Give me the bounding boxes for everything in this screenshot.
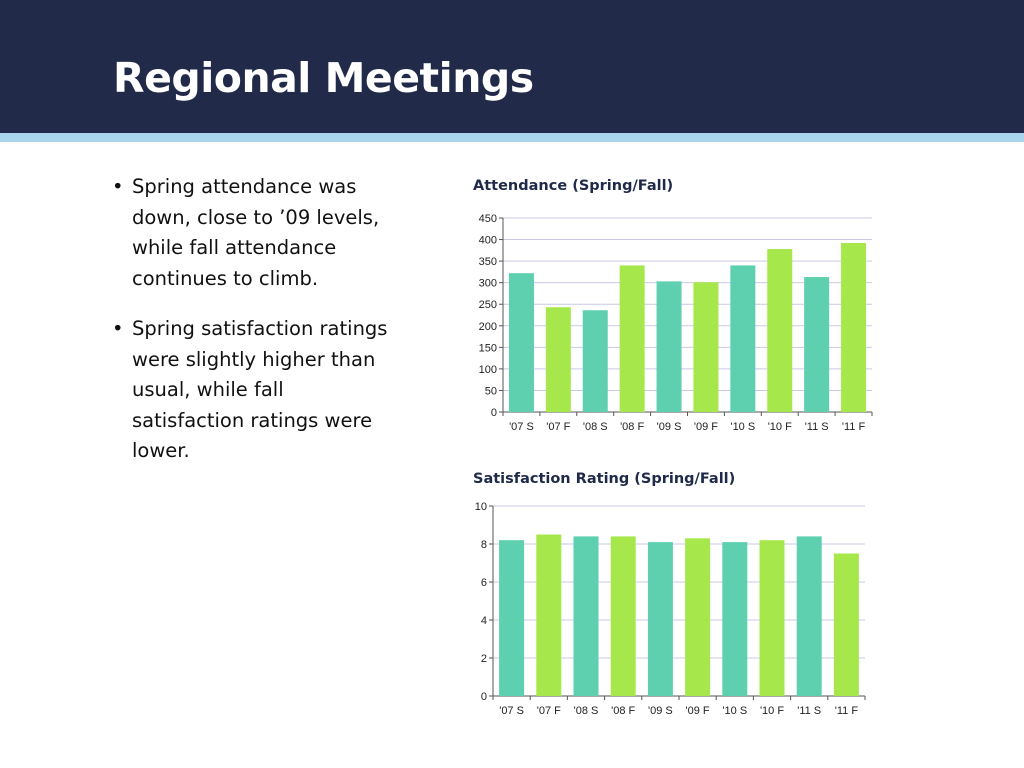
bar-0 — [499, 540, 525, 696]
x-tick-label: '11 F — [842, 421, 866, 433]
bar-9 — [841, 243, 867, 412]
y-tick-label: 50 — [485, 385, 497, 397]
bar-6 — [722, 542, 748, 696]
y-tick-label: 450 — [479, 213, 497, 225]
satisfaction-chart-title: Satisfaction Rating (Spring/Fall) — [473, 471, 736, 487]
x-tick-label: '10 F — [760, 705, 784, 717]
y-tick-label: 400 — [479, 235, 497, 247]
y-tick-label: 4 — [481, 615, 487, 627]
bar-4 — [647, 542, 673, 696]
x-tick-label: '07 F — [546, 421, 570, 433]
bar-5 — [685, 538, 711, 696]
attendance-chart-title: Attendance (Spring/Fall) — [473, 178, 674, 194]
y-tick-label: 2 — [481, 653, 487, 665]
bullet-item: • Spring satisfaction ratings were sligh… — [112, 314, 402, 467]
x-tick-label: '11 S — [797, 705, 821, 717]
slide-title: Regional Meetings — [113, 54, 534, 102]
bar-8 — [804, 277, 830, 412]
x-tick-label: '09 S — [648, 705, 673, 717]
x-tick-label: '08 F — [620, 421, 644, 433]
bar-9 — [833, 553, 859, 696]
x-tick-label: '10 S — [722, 705, 747, 717]
bar-3 — [619, 265, 645, 412]
bar-1 — [536, 534, 562, 696]
x-tick-label: '10 S — [730, 421, 755, 433]
satisfaction-chart: 0 2 4 6 8 10 '07 S '07 F '08 S '08 F '09 S '09 F '10… — [475, 501, 866, 717]
x-tick-label: '08 S — [574, 705, 599, 717]
y-tick-label: 6 — [481, 577, 487, 589]
header-stripe — [0, 133, 1024, 142]
y-tick-label: 250 — [479, 299, 497, 311]
bullet-glyph: • — [112, 317, 124, 340]
bar-0 — [508, 273, 534, 412]
bullet-list: • Spring attendance was down, close to ’… — [112, 172, 402, 487]
bar-2 — [582, 310, 608, 412]
bar-4 — [656, 281, 682, 412]
y-tick-label: 0 — [481, 691, 487, 703]
bullet-text: Spring satisfaction ratings were slightl… — [132, 317, 388, 462]
y-tick-label: 10 — [475, 501, 487, 513]
x-tick-label: '10 F — [768, 421, 792, 433]
y-tick-label: 100 — [479, 364, 497, 376]
x-tick-label: '07 F — [537, 705, 561, 717]
x-tick-label: '07 S — [499, 705, 524, 717]
y-tick-label: 150 — [479, 342, 497, 354]
bullet-text: Spring attendance was down, close to ’09… — [132, 175, 380, 290]
y-tick-label: 8 — [481, 539, 487, 551]
bar-1 — [545, 307, 571, 412]
bar-2 — [573, 536, 599, 696]
x-tick-label: '07 S — [509, 421, 534, 433]
bullet-item: • Spring attendance was down, close to ’… — [112, 172, 402, 294]
attendance-chart: 0 50 100 150 200 250 300 350 400 450 '07 S '07 F '08… — [479, 213, 873, 433]
y-tick-label: 200 — [479, 321, 497, 333]
x-tick-label: '09 F — [694, 421, 718, 433]
y-tick-label: 300 — [479, 278, 497, 290]
x-tick-label: '11 S — [805, 421, 829, 433]
bar-8 — [796, 536, 822, 696]
slide-header — [0, 0, 1024, 133]
bar-3 — [610, 536, 636, 696]
x-tick-label: '08 S — [583, 421, 608, 433]
x-tick-label: '09 F — [686, 705, 710, 717]
x-tick-label: '08 F — [611, 705, 635, 717]
bar-6 — [730, 265, 756, 412]
bullet-glyph: • — [112, 175, 124, 198]
x-tick-label: '11 F — [835, 705, 859, 717]
bar-7 — [759, 540, 785, 696]
y-tick-label: 0 — [491, 407, 497, 419]
x-tick-label: '09 S — [657, 421, 682, 433]
bar-5 — [693, 282, 719, 412]
y-tick-label: 350 — [479, 256, 497, 268]
bar-7 — [767, 249, 793, 412]
